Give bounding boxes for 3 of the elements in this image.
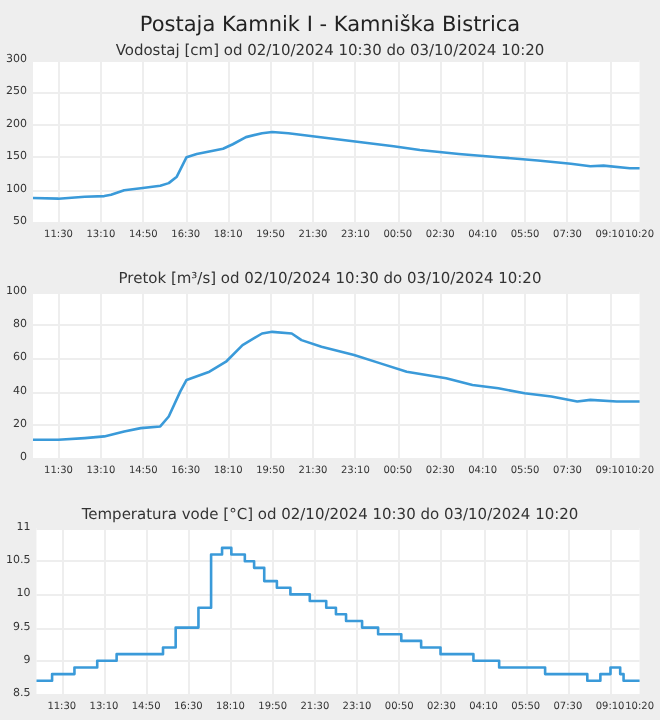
chart-title: Postaja Kamnik I - Kamniška Bistrica <box>139 13 521 37</box>
line-series <box>31 130 641 200</box>
line-series <box>31 330 641 442</box>
